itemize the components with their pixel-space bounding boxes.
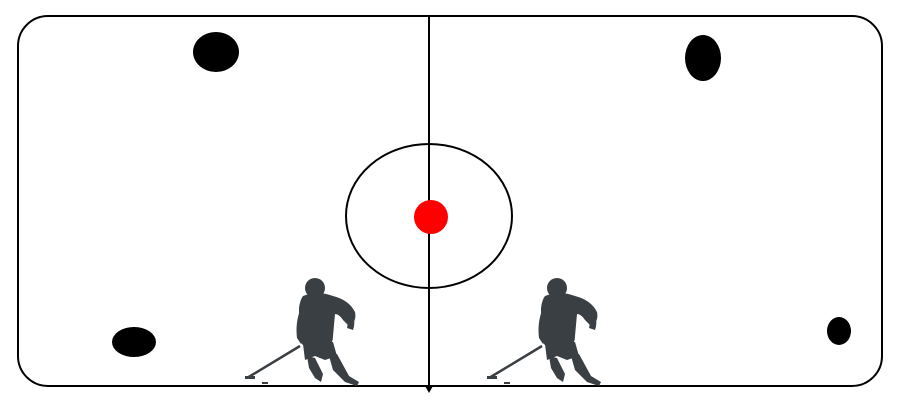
puck-bottom-right[interactable]	[827, 317, 851, 345]
hockey-player-icon	[485, 276, 603, 388]
puck-top-right[interactable]	[685, 35, 721, 81]
player-right[interactable]	[485, 276, 603, 388]
hockey-player-icon	[243, 276, 361, 388]
puck-top-left[interactable]	[193, 32, 239, 72]
center-circle	[345, 143, 513, 289]
rink-boards	[17, 15, 883, 387]
center-line-arrow-icon	[425, 386, 433, 393]
puck-bottom-left[interactable]	[112, 327, 156, 357]
center-faceoff-dot	[414, 200, 448, 234]
player-left[interactable]	[243, 276, 361, 388]
